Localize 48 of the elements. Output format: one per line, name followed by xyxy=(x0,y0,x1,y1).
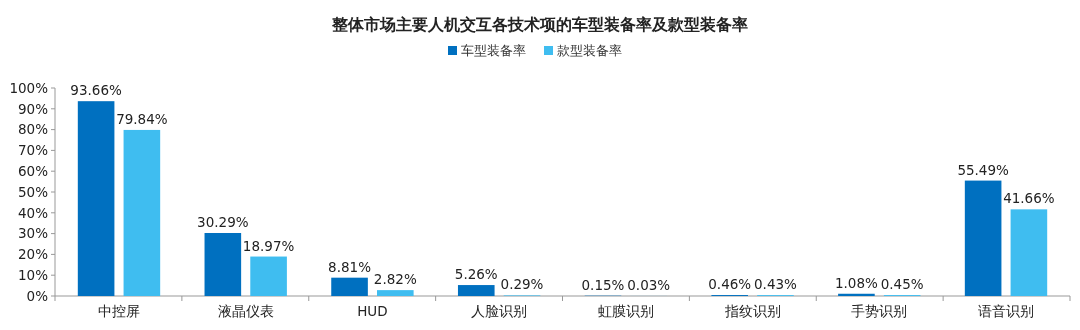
y-tick-label: 0% xyxy=(26,287,49,304)
x-tick-label: 语音识别 xyxy=(978,303,1035,319)
y-tick-label: 40% xyxy=(17,204,49,221)
data-label: 79.84% xyxy=(116,110,168,127)
data-label: 93.66% xyxy=(70,82,123,99)
bar xyxy=(250,256,287,296)
data-label: 0.46% xyxy=(708,276,752,293)
data-label: 0.45% xyxy=(880,276,924,293)
data-label: 0.15% xyxy=(581,276,625,293)
data-label: 0.29% xyxy=(500,276,544,293)
bar xyxy=(123,129,161,296)
bar xyxy=(377,290,414,296)
legend-label: 车型装备率 xyxy=(461,43,526,58)
data-label: 1.08% xyxy=(834,274,879,291)
data-label: 0.43% xyxy=(754,276,798,293)
y-tick-label: 20% xyxy=(17,246,49,263)
data-label: 5.26% xyxy=(454,266,498,283)
bar xyxy=(77,101,115,296)
y-tick-label: 10% xyxy=(17,266,49,283)
y-tick-label: 30% xyxy=(17,225,49,242)
bar xyxy=(964,180,1002,296)
y-tick-label: 60% xyxy=(17,162,49,179)
y-tick-label: 90% xyxy=(17,100,49,117)
y-tick-label: 70% xyxy=(17,142,49,159)
data-label: 8.81% xyxy=(328,258,372,275)
bar xyxy=(331,277,368,296)
data-label: 0.03% xyxy=(627,276,671,293)
data-label: 30.29% xyxy=(197,214,249,230)
x-tick-label: 手势识别 xyxy=(851,303,908,319)
x-tick-label: 虹膜识别 xyxy=(597,303,654,319)
data-label: 55.49% xyxy=(957,161,1010,178)
y-tick-label: 50% xyxy=(17,183,49,200)
bar xyxy=(838,293,875,296)
bar xyxy=(204,233,242,296)
x-tick-label: 中控屏 xyxy=(97,303,140,319)
y-tick-label: 80% xyxy=(17,121,49,138)
data-label: 18.97% xyxy=(242,237,295,254)
chart-title: 整体市场主要人机交互各技术项的车型装备率及款型装备率 xyxy=(331,15,748,34)
bar xyxy=(1010,209,1048,296)
data-label: 2.82% xyxy=(373,271,417,288)
x-tick-label: 指纹识别 xyxy=(723,303,781,319)
x-tick-label: 液晶仪表 xyxy=(217,303,274,319)
data-label: 41.66% xyxy=(1003,190,1055,207)
y-tick-label: 100% xyxy=(9,79,49,96)
x-tick-label: 人脸识别 xyxy=(471,303,528,319)
bar xyxy=(457,285,495,296)
legend-label: 款型装备率 xyxy=(557,43,622,58)
x-tick-label: HUD xyxy=(357,303,388,319)
